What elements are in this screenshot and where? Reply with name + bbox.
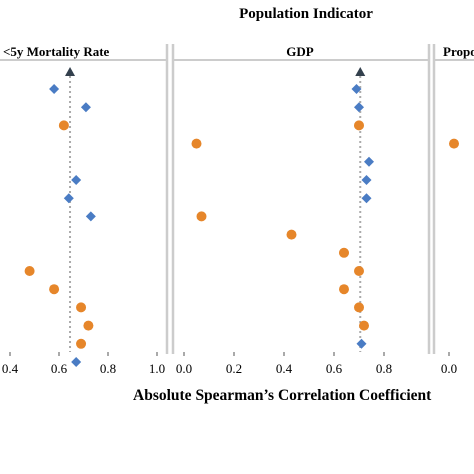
panel-0: <5y Mortality Rate 0.4 0.6 0.8 1.0: [0, 44, 169, 376]
data-point-circle: [196, 211, 207, 222]
data-point-diamond: [85, 211, 96, 222]
data-point-diamond: [63, 193, 74, 204]
x-tick-label: 0.2: [226, 361, 242, 376]
x-tick-label: 0.4: [2, 361, 19, 376]
chart-title: Population Indicator: [239, 6, 373, 22]
reference-triangle-marker: [65, 67, 76, 76]
data-point-diamond: [71, 175, 82, 185]
x-tick-label: 0.6: [326, 361, 343, 376]
x-tick-label: 1.0: [149, 361, 165, 376]
data-point-circle: [354, 120, 364, 131]
data-point-circle: [83, 320, 94, 331]
x-tick-label: 0.0: [176, 361, 192, 376]
data-point-circle: [58, 120, 69, 131]
data-point-circle: [354, 266, 364, 276]
data-point-diamond: [361, 193, 372, 204]
data-point-diamond: [49, 84, 60, 94]
data-point-diamond: [361, 175, 372, 185]
x-tick-label: 0.8: [376, 361, 392, 376]
data-point-diamond: [351, 84, 362, 94]
reference-triangle-marker: [355, 67, 366, 76]
data-point-diamond: [71, 357, 82, 367]
data-point-circle: [49, 284, 60, 295]
data-point-circle: [24, 266, 35, 276]
panel-title: GDP: [286, 44, 314, 59]
panels: <5y Mortality Rate 0.4 0.6 0.8 1.0 GDP 0.0 0.2 0…: [0, 44, 474, 376]
x-tick-label: 0.4: [276, 361, 293, 376]
panel-title: <5y Mortality Rate: [3, 44, 110, 59]
x-tick-label: 0.0: [441, 361, 457, 376]
data-point-diamond: [80, 102, 91, 113]
data-point-circle: [191, 138, 202, 149]
x-tick-label: 0.8: [100, 361, 116, 376]
data-point-circle: [449, 138, 459, 149]
data-point-circle: [354, 302, 364, 313]
data-point-diamond: [364, 156, 374, 167]
data-point-circle: [339, 284, 349, 295]
panel-title: Propo: [443, 44, 474, 59]
x-axis-label: Absolute Spearman’s Correlation Coeffici…: [133, 387, 432, 404]
data-point-diamond: [356, 338, 367, 349]
panel-2: Propo 0.0: [432, 44, 474, 376]
data-point-circle: [76, 338, 87, 349]
data-point-circle: [76, 302, 87, 313]
panel-1: GDP 0.0 0.2 0.4 0.6 0.8: [171, 44, 431, 376]
data-point-diamond: [354, 102, 364, 113]
data-point-circle: [359, 320, 369, 331]
data-point-circle: [286, 229, 297, 240]
x-tick-label: 0.6: [51, 361, 68, 376]
data-point-circle: [339, 247, 349, 258]
